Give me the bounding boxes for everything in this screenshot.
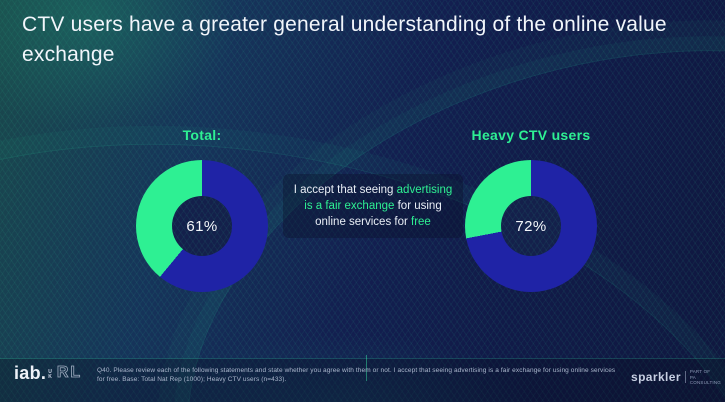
decor-line <box>366 355 367 381</box>
footer-divider <box>0 358 725 359</box>
statement-part: I accept that seeing <box>293 184 397 196</box>
sparkler-logo-text: sparkler <box>631 370 681 385</box>
iab-uk-logo: iab. U K RL <box>14 364 82 382</box>
donut-hole: 61% <box>172 196 232 256</box>
donut-chart-total: 61% <box>136 160 268 292</box>
statement-part-highlight: free <box>411 216 431 228</box>
sparkler-tagline-line: PART OF <box>689 369 711 374</box>
statement-part: for using online services for <box>315 200 442 228</box>
sparkler-tagline: PART OF PA CONSULTING <box>690 369 725 386</box>
iab-uk-letter: U <box>48 369 52 375</box>
chart-title-total: Total: <box>182 127 222 143</box>
iab-uk-letter: K <box>48 374 52 380</box>
donut-center-value-total: 61% <box>186 217 218 235</box>
footer-band <box>0 359 725 402</box>
sparkler-tagline-line: PA CONSULTING <box>689 374 721 386</box>
iab-logo-text: iab. <box>14 363 47 383</box>
iab-logo-uk: U K <box>48 370 52 380</box>
statement-text: I accept that seeing advertising is a fa… <box>283 174 463 238</box>
iab-logo-outline-letters: RL <box>56 364 83 381</box>
footnote-text: Q40. Please review each of the following… <box>97 367 616 383</box>
sparkler-logo: sparkler PART OF PA CONSULTING <box>631 369 725 386</box>
donut-chart-heavy-ctv: 72% <box>465 160 597 292</box>
chart-title-heavy-ctv: Heavy CTV users <box>471 127 591 143</box>
donut-hole: 72% <box>501 196 561 256</box>
sparkler-divider <box>684 371 686 384</box>
statement-part-highlight: advertising is a fair exchange <box>304 184 453 212</box>
donut-center-value-heavy-ctv: 72% <box>515 217 547 235</box>
slide-title: CTV users have a greater general underst… <box>22 13 667 66</box>
